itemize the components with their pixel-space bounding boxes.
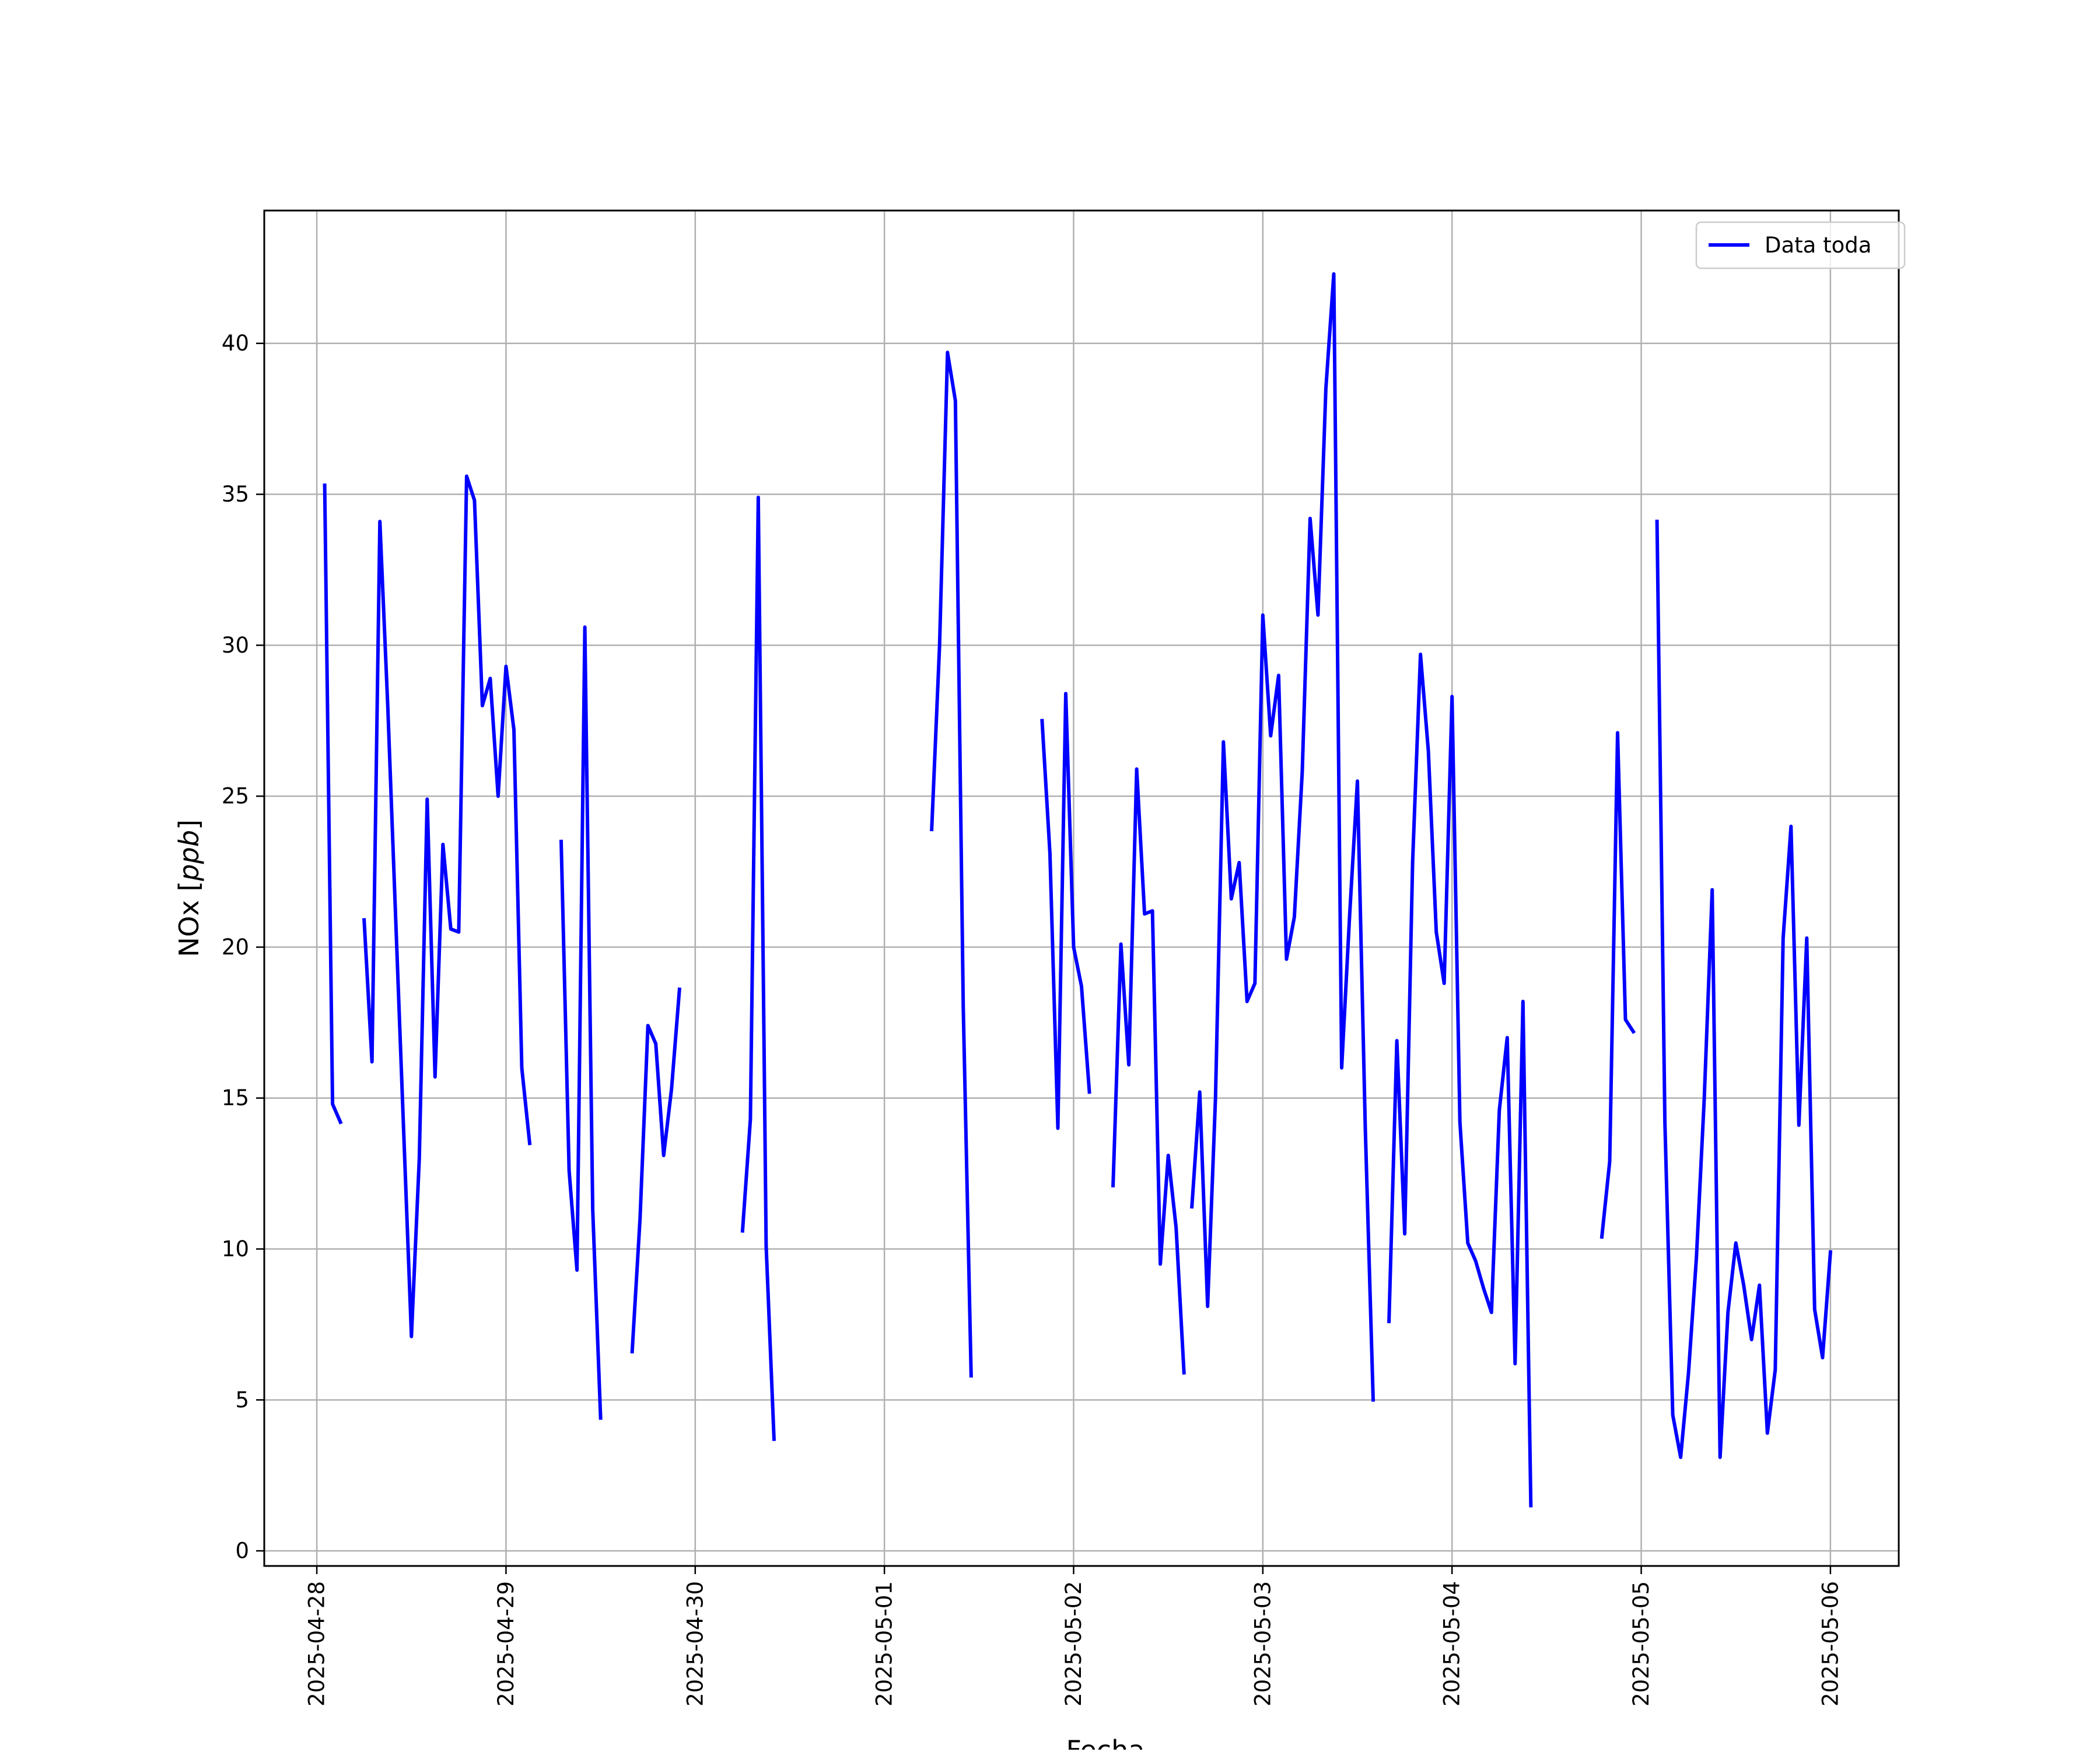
x-tick-label: 2025-05-02 [1061, 1581, 1086, 1707]
x-tick-label: 2025-05-03 [1250, 1581, 1275, 1707]
x-axis-title: Fecha [1066, 1735, 1145, 1750]
x-tick-label: 2025-05-05 [1629, 1581, 1654, 1707]
y-axis-title: NOx [ppb] [173, 819, 205, 957]
x-tick-label: 2025-04-29 [494, 1581, 519, 1707]
y-tick-label: 40 [222, 331, 249, 356]
y-axis-title-prefix: NOx [ [173, 881, 205, 957]
x-tick-label: 2025-05-01 [872, 1581, 897, 1707]
y-axis-title-unit: ppb [173, 830, 205, 882]
x-tick-label: 2025-05-04 [1440, 1581, 1465, 1707]
y-tick-label: 35 [222, 482, 249, 507]
y-tick-label: 15 [222, 1085, 249, 1110]
y-tick-label: 5 [235, 1387, 249, 1413]
y-axis-title-suffix: ] [173, 819, 205, 830]
legend: Data toda [1696, 222, 1905, 268]
x-tick-label: 2025-04-28 [304, 1581, 330, 1707]
x-tick-label: 2025-05-06 [1818, 1581, 1843, 1707]
y-tick-label: 30 [222, 633, 249, 658]
y-tick-label: 10 [222, 1236, 249, 1262]
y-tick-label: 20 [222, 934, 249, 959]
y-tick-label: 0 [235, 1539, 249, 1564]
x-tick-label: 2025-04-30 [682, 1581, 708, 1707]
legend-label: Data toda [1765, 233, 1871, 258]
y-tick-label: 25 [222, 784, 249, 809]
